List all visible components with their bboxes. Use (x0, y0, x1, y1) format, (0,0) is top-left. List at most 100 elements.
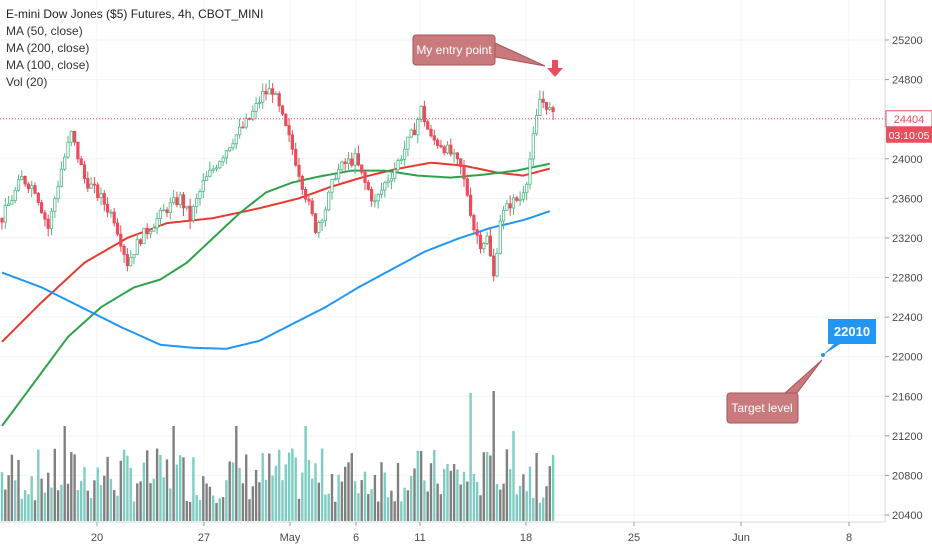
volume-bar (327, 493, 330, 521)
volume-bar (258, 482, 261, 521)
volume-bar (73, 454, 76, 521)
candle-body (336, 168, 341, 180)
candle-body (518, 198, 522, 201)
candle-body (412, 129, 417, 136)
candle-body (508, 203, 512, 209)
candle-body (165, 209, 169, 214)
candle-body (168, 202, 172, 214)
candle-body (89, 183, 93, 189)
volume-bar (278, 449, 281, 521)
candle-body (535, 115, 539, 135)
candle-body (66, 141, 70, 158)
volume-bar (261, 453, 264, 521)
candle-body (495, 253, 499, 277)
volume-bar (545, 486, 548, 521)
volume-bar (406, 490, 410, 521)
candle-body (201, 180, 205, 192)
volume-bar (40, 478, 43, 521)
candle-body (53, 198, 57, 212)
volume-bar (202, 476, 205, 521)
candle-body (383, 182, 387, 191)
candle-body (195, 197, 199, 207)
volume-bar (53, 448, 56, 521)
volume-bar (109, 478, 113, 521)
volume-bar (245, 454, 248, 521)
volume-bar (10, 454, 14, 521)
candle-body (277, 93, 281, 107)
volume-bar (495, 484, 499, 521)
candle-body (115, 222, 120, 235)
candle-body (409, 129, 413, 138)
candle-body (373, 200, 377, 203)
candle-body (280, 105, 285, 115)
candle-body (204, 175, 209, 181)
time-tick-label: 8 (846, 532, 852, 544)
volume-bar (274, 465, 278, 521)
candle-body (544, 101, 549, 110)
candle-body (7, 203, 11, 207)
volume-bar (47, 472, 50, 521)
candle-body (452, 152, 456, 155)
volume-bar (456, 469, 459, 521)
volume-bar (525, 491, 528, 521)
candle-body (327, 191, 331, 211)
volume-bar (410, 475, 413, 521)
candle-body (313, 213, 318, 233)
volume-bar (443, 468, 446, 521)
candle-body (241, 126, 245, 129)
legend-ma50: MA (50, close) (6, 24, 83, 38)
volume-bar (436, 483, 439, 521)
candle-body (99, 193, 103, 198)
candle-body (228, 147, 232, 152)
legend-ma100: MA (100, close) (6, 58, 90, 72)
candle-body (76, 141, 80, 160)
candle-layer (0, 79, 555, 282)
candle-body (317, 222, 321, 233)
candle-body (129, 257, 133, 267)
candle-body (287, 125, 291, 136)
entry-callout-label: My entry point (416, 43, 492, 57)
volume-bar (393, 501, 396, 521)
volume-bar (30, 476, 33, 521)
volume-bar (528, 466, 532, 521)
candle-body (46, 218, 50, 229)
candle-body (119, 233, 123, 247)
candle-body (221, 157, 225, 163)
volume-bar (489, 455, 492, 521)
candle-body (162, 209, 166, 212)
volume-bar (301, 472, 304, 521)
volume-bar (192, 457, 195, 521)
candle-body (185, 205, 189, 209)
candle-body (132, 254, 136, 259)
candle-body (49, 210, 54, 229)
volume-bar (99, 485, 103, 521)
volume-bar (304, 426, 307, 521)
volume-bar (33, 500, 37, 521)
volume-bar (126, 455, 129, 521)
ma-line (1, 161, 551, 343)
candle-body (125, 254, 129, 267)
candle-body (478, 234, 483, 250)
volume-bar (439, 494, 443, 521)
volume-bar (231, 462, 235, 521)
volume-bar (56, 490, 60, 521)
volume-bar (416, 450, 419, 521)
candle-body (346, 158, 351, 164)
volume-bar (281, 480, 284, 521)
candle-body (106, 203, 110, 213)
candle-body (257, 101, 262, 104)
volume-bar (350, 453, 353, 521)
candle-body (152, 227, 156, 232)
volume-bar (198, 500, 202, 521)
entry-arrow-stem (552, 60, 558, 68)
candle-body (340, 161, 344, 170)
candle-body (188, 205, 192, 221)
volume-bar (268, 453, 271, 521)
volume-bar (380, 462, 383, 521)
volume-bar (129, 467, 132, 521)
volume-bar (17, 460, 20, 521)
volume-bar (66, 483, 70, 521)
volume-bar (314, 463, 317, 521)
